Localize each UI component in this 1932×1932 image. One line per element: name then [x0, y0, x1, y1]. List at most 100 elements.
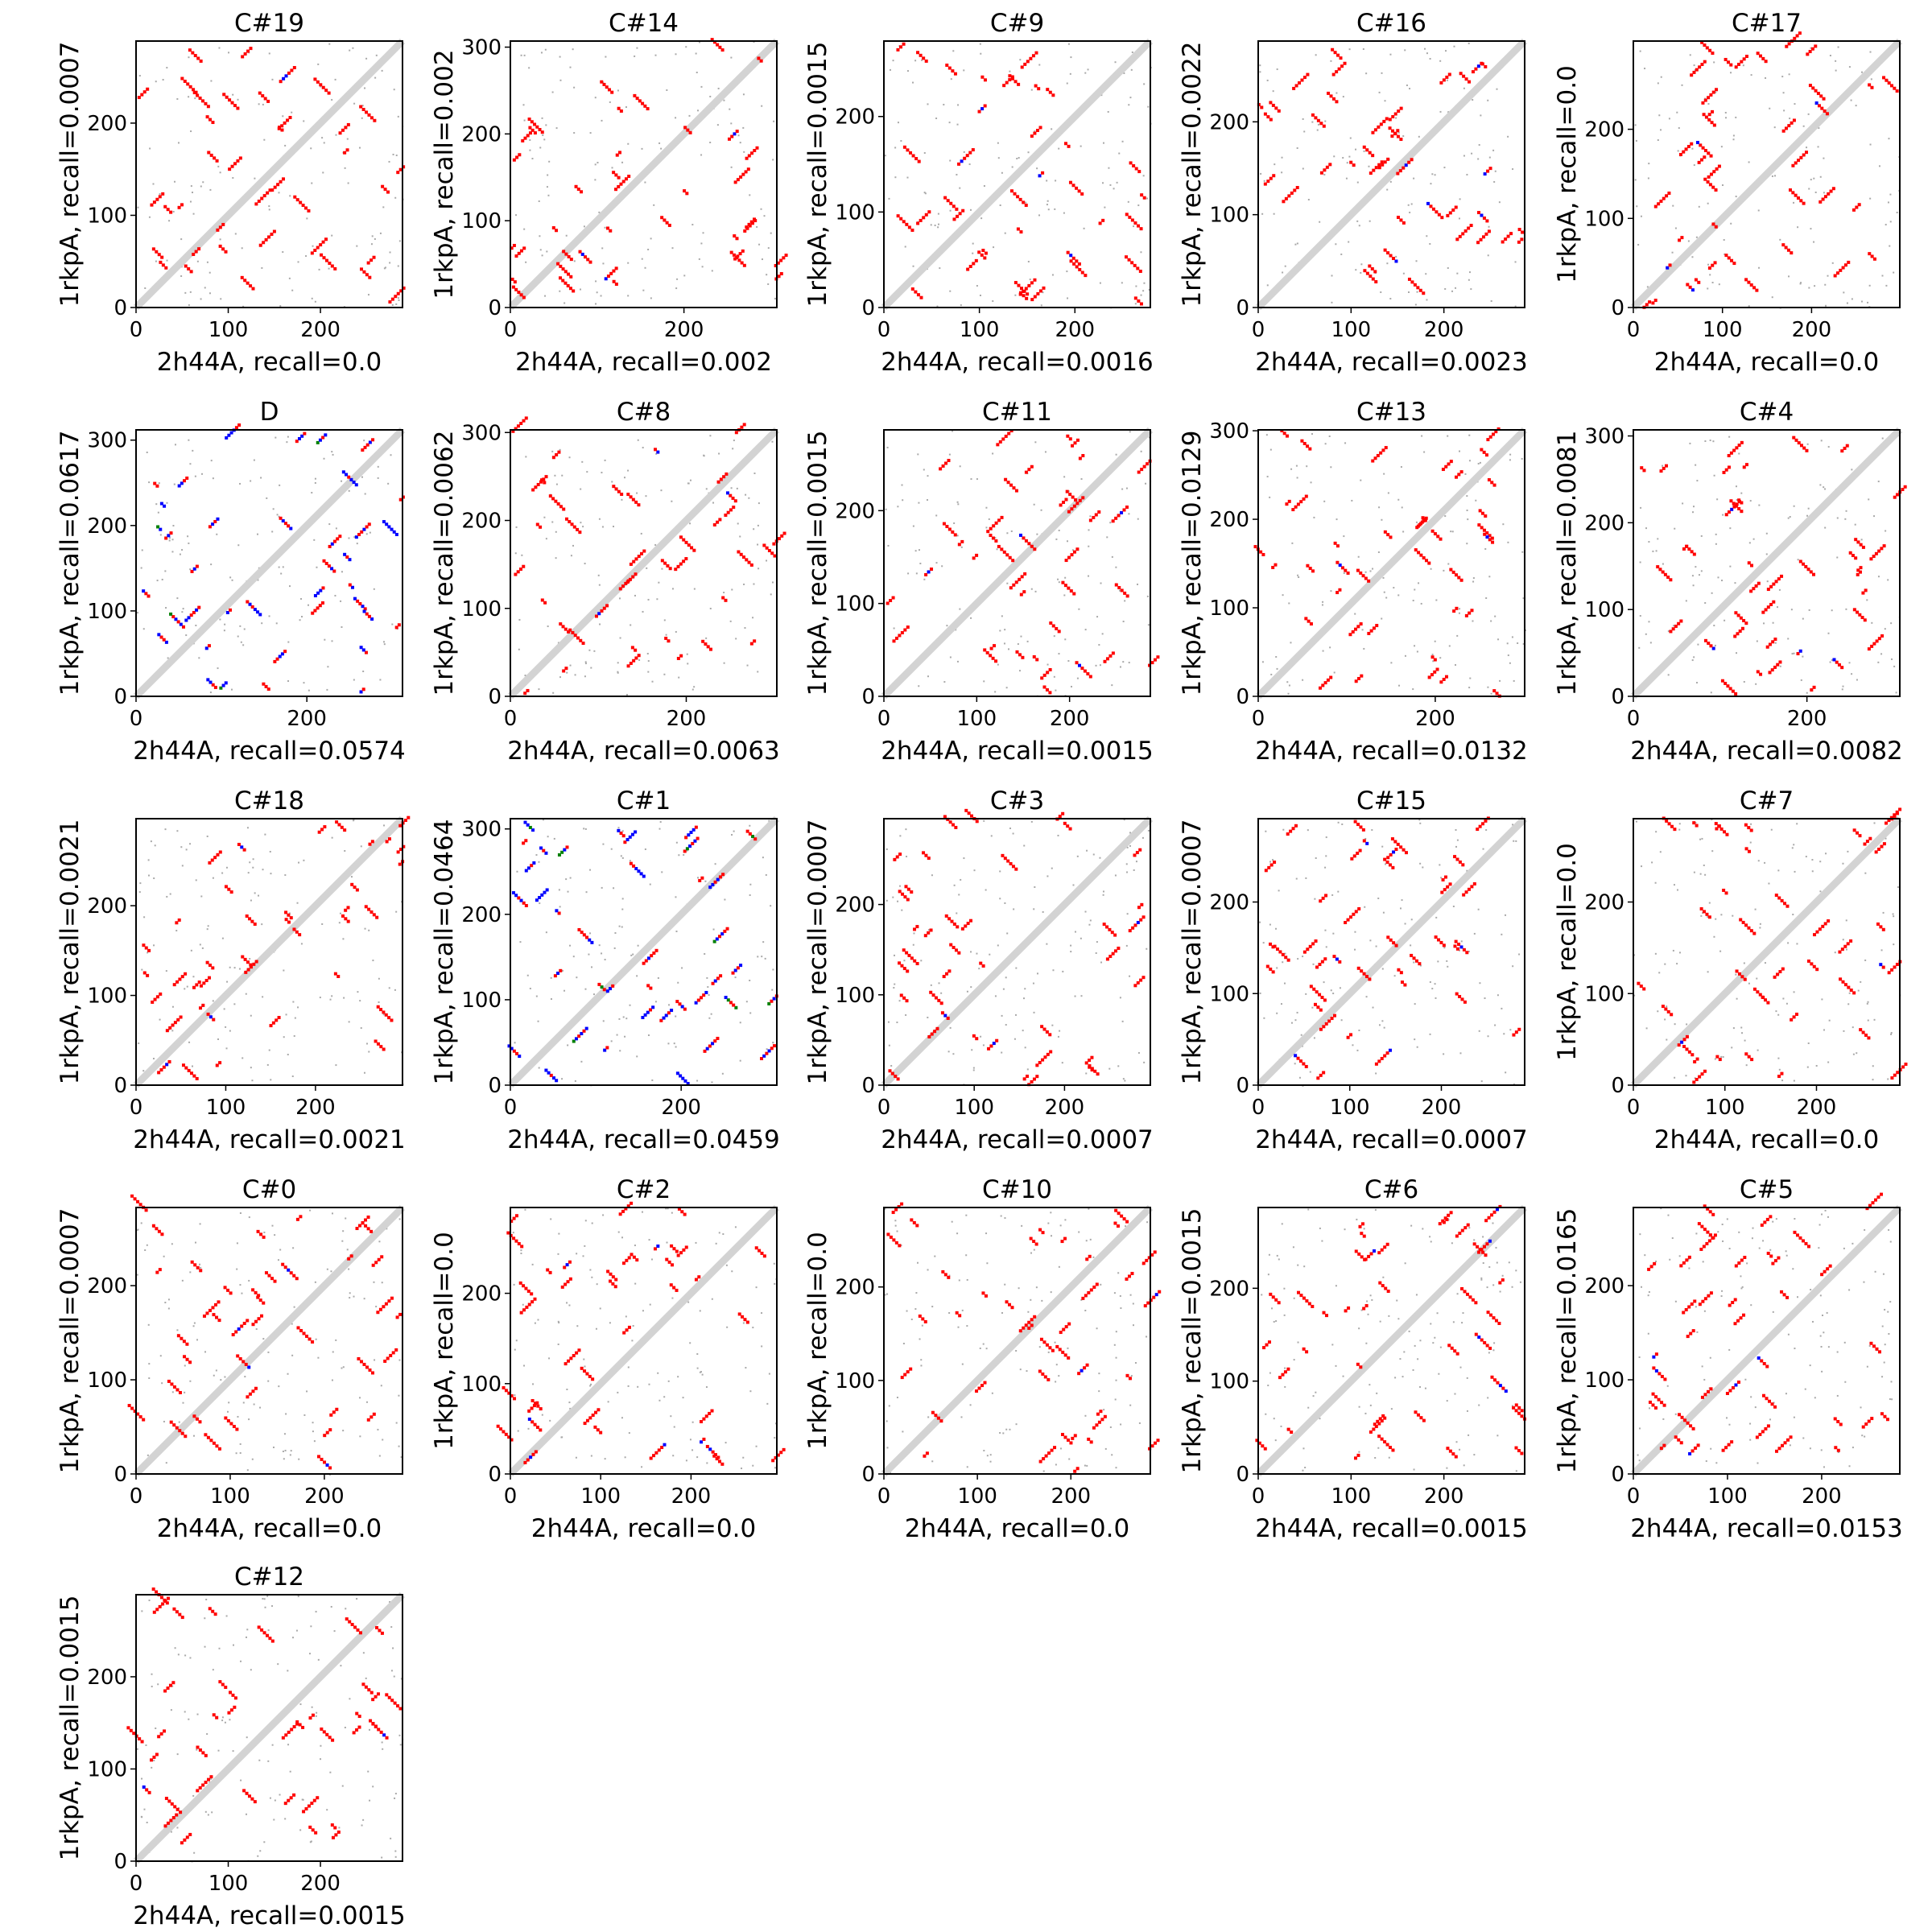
- sparse-contact-mark: [1781, 76, 1784, 78]
- sparse-contact-mark: [291, 289, 294, 291]
- contact-mark: [983, 104, 987, 108]
- contact-mark: [767, 1001, 771, 1005]
- sparse-contact-mark: [744, 627, 746, 630]
- contact-mark: [175, 921, 179, 925]
- contact-mark: [1389, 938, 1393, 942]
- axes-frame: [1257, 818, 1525, 1086]
- sparse-contact-mark: [593, 650, 596, 652]
- contact-mark: [399, 289, 403, 293]
- sparse-contact-mark: [602, 843, 605, 845]
- contact-mark: [1049, 1050, 1053, 1054]
- contact-mark: [270, 232, 274, 236]
- contact-mark: [1707, 175, 1711, 179]
- y-axis-label: 1rkpA, recall=0.0007: [1178, 819, 1207, 1085]
- sparse-contact-mark: [208, 271, 211, 274]
- sparse-contact-mark: [168, 539, 171, 542]
- contact-mark: [1639, 985, 1643, 989]
- contact-mark: [368, 1368, 372, 1372]
- sparse-contact-mark: [176, 597, 179, 600]
- sparse-contact-mark: [1422, 866, 1424, 869]
- contact-mark: [605, 1046, 609, 1050]
- contact-mark: [1388, 126, 1392, 130]
- contact-mark: [328, 262, 332, 266]
- sparse-contact-mark: [1014, 1013, 1017, 1016]
- sparse-contact-mark: [1038, 64, 1041, 66]
- contact-mark: [902, 948, 906, 952]
- sparse-contact-mark: [952, 430, 954, 432]
- contact-mark: [1780, 574, 1784, 578]
- sparse-contact-mark: [886, 848, 888, 850]
- sparse-contact-mark: [724, 898, 726, 901]
- x-tick-label: 0: [130, 318, 143, 342]
- contact-mark: [258, 613, 262, 617]
- sparse-contact-mark: [1067, 660, 1070, 663]
- contact-mark: [1849, 988, 1853, 992]
- sparse-contact-mark: [1356, 1049, 1359, 1051]
- contact-mark: [1783, 902, 1787, 906]
- sparse-contact-mark: [1080, 145, 1082, 147]
- sparse-contact-mark: [528, 67, 530, 69]
- sparse-contact-mark: [250, 480, 252, 482]
- contact-mark: [366, 1215, 370, 1219]
- contact-mark: [164, 266, 168, 270]
- sparse-contact-mark: [586, 471, 588, 473]
- contact-mark: [983, 648, 987, 652]
- contact-mark: [1752, 987, 1757, 991]
- contact-mark: [1020, 65, 1024, 69]
- sparse-contact-mark: [343, 997, 345, 999]
- sparse-contact-mark: [1137, 1051, 1140, 1054]
- contact-mark: [1707, 266, 1711, 270]
- sparse-contact-mark: [976, 478, 978, 481]
- contact-mark: [986, 530, 990, 534]
- contact-mark: [1756, 670, 1760, 674]
- sparse-contact-mark: [624, 1035, 626, 1038]
- axes-frame: [883, 40, 1151, 308]
- contact-mark: [1394, 943, 1398, 947]
- sparse-contact-mark: [1821, 998, 1823, 1001]
- contact-mark: [726, 510, 730, 514]
- contact-mark: [1756, 990, 1760, 994]
- contact-mark: [1427, 675, 1431, 679]
- sparse-contact-mark: [1722, 514, 1724, 516]
- sparse-contact-mark: [1088, 529, 1090, 531]
- contact-mark: [654, 448, 658, 452]
- contact-mark: [1069, 254, 1073, 258]
- sparse-contact-mark: [598, 944, 601, 947]
- sparse-contact-mark: [629, 1004, 631, 1006]
- sparse-contact-mark: [1371, 829, 1373, 832]
- sparse-contact-mark: [1490, 300, 1492, 303]
- sparse-contact-mark: [1383, 1026, 1385, 1029]
- sparse-contact-mark: [1067, 297, 1069, 299]
- sparse-contact-mark: [917, 453, 919, 456]
- sparse-contact-mark: [1125, 487, 1128, 489]
- sparse-contact-mark: [274, 1234, 276, 1236]
- sparse-contact-mark: [271, 78, 274, 80]
- sparse-contact-mark: [1447, 111, 1450, 114]
- contact-mark: [902, 145, 906, 149]
- sparse-contact-mark: [388, 160, 390, 163]
- contact-mark: [1363, 269, 1367, 273]
- sparse-contact-mark: [380, 1385, 382, 1387]
- sparse-contact-mark: [1051, 128, 1053, 130]
- contact-mark: [1061, 811, 1065, 815]
- contact-mark: [1838, 950, 1842, 954]
- contact-mark: [748, 224, 752, 228]
- sparse-contact-mark: [1792, 914, 1794, 916]
- sparse-contact-mark: [1443, 947, 1446, 949]
- contact-mark: [632, 559, 636, 564]
- contact-mark: [1373, 456, 1377, 460]
- contact-mark: [1086, 672, 1090, 676]
- sparse-contact-mark: [1717, 576, 1719, 579]
- sparse-contact-mark: [1055, 689, 1057, 691]
- contact-mark: [153, 997, 157, 1001]
- contact-mark: [1773, 665, 1777, 669]
- sparse-contact-mark: [247, 872, 250, 874]
- contact-mark: [544, 1068, 548, 1072]
- y-tick-label: 300: [1209, 419, 1249, 444]
- contact-mark: [221, 683, 225, 687]
- contact-mark: [1722, 888, 1726, 892]
- sparse-contact-mark: [566, 671, 568, 674]
- contact-mark: [1111, 952, 1115, 956]
- sparse-contact-mark: [1275, 927, 1278, 930]
- sparse-contact-mark: [382, 1013, 385, 1016]
